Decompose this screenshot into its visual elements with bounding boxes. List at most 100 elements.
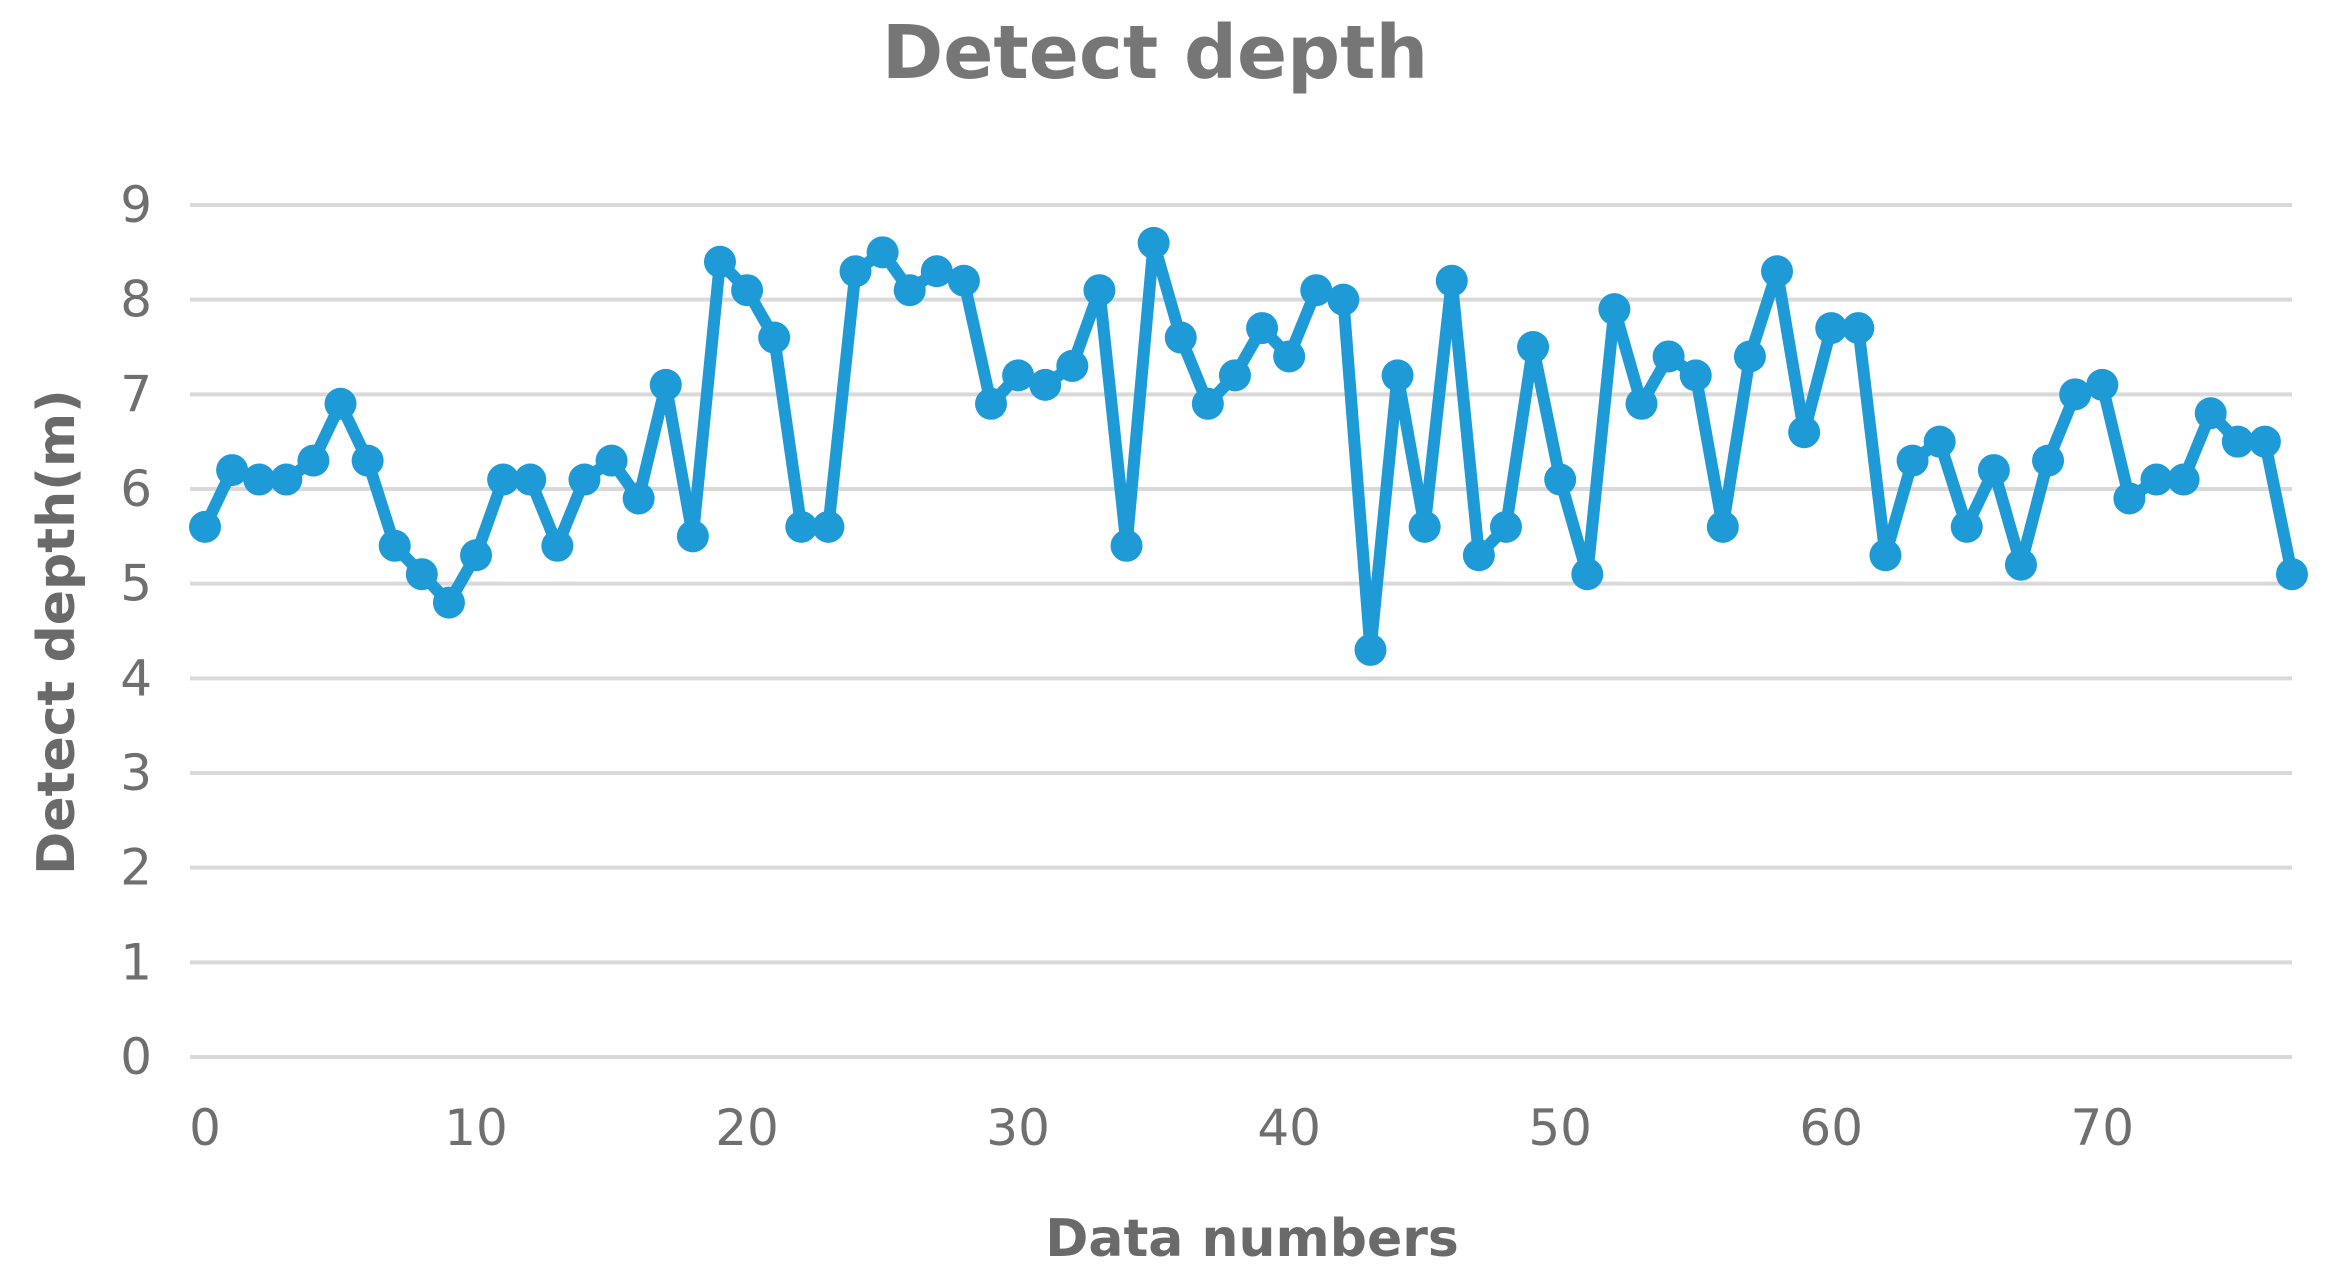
x-axis-ticks: 0 10 20 30 40 50 60 70 [189, 1099, 2134, 1157]
x-axis-title: Data numbers [1045, 1209, 1459, 1269]
data-point [975, 387, 1008, 420]
y-tick-label: 0 [120, 1028, 152, 1086]
y-tick-label: 4 [120, 649, 152, 707]
data-point [1733, 340, 1766, 373]
data-point [920, 255, 953, 288]
data-point [785, 510, 818, 543]
data-point [1950, 510, 1983, 543]
data-point [1083, 274, 1116, 307]
data-point [1761, 255, 1794, 288]
y-tick-label: 8 [120, 271, 152, 329]
data-point [514, 463, 547, 496]
y-tick-label: 3 [120, 744, 152, 802]
data-point [649, 368, 682, 401]
data-point [595, 444, 628, 477]
series-line [199, 236, 2298, 656]
y-axis-title: Detect depth(m) [27, 389, 87, 875]
data-point [2140, 463, 2173, 496]
data-point [270, 463, 303, 496]
data-point [1137, 226, 1170, 259]
data-point [1435, 264, 1468, 297]
data-point [1706, 510, 1739, 543]
data-point [1598, 293, 1631, 326]
data-point [2167, 463, 2200, 496]
data-series [189, 226, 2308, 666]
data-point [1164, 321, 1197, 354]
data-point [2276, 558, 2308, 591]
data-point [947, 264, 980, 297]
data-point [351, 444, 384, 477]
data-point [2059, 378, 2092, 411]
x-tick-label: 20 [715, 1099, 779, 1157]
data-point [1462, 539, 1495, 572]
data-point [1218, 359, 1251, 392]
data-point [1246, 312, 1279, 345]
data-point [487, 463, 520, 496]
data-point [1625, 387, 1658, 420]
data-point [297, 444, 330, 477]
data-point [866, 236, 899, 269]
data-point [2086, 368, 2119, 401]
data-point [622, 482, 655, 515]
data-point [1842, 312, 1875, 345]
chart-title: Detect depth [882, 10, 1428, 96]
data-point [703, 245, 736, 278]
data-point [1815, 312, 1848, 345]
y-tick-label: 2 [120, 839, 152, 897]
data-point [1652, 340, 1685, 373]
x-tick-label: 10 [444, 1099, 508, 1157]
data-point [1977, 454, 2010, 487]
data-point [2004, 548, 2037, 581]
y-tick-label: 1 [120, 933, 152, 991]
gridlines [190, 203, 2292, 1059]
data-point [216, 454, 249, 487]
data-point [243, 463, 276, 496]
data-point [1679, 359, 1712, 392]
data-point [1923, 425, 1956, 458]
data-point [1002, 359, 1035, 392]
data-point [1381, 359, 1414, 392]
data-point [839, 255, 872, 288]
data-point [189, 510, 221, 543]
data-point [1517, 331, 1550, 363]
data-point [2032, 444, 2065, 477]
data-point [758, 321, 791, 354]
data-point [1869, 539, 1902, 572]
data-point [731, 274, 764, 307]
data-point [676, 520, 709, 553]
data-point [1029, 368, 1062, 401]
data-point [1300, 274, 1333, 307]
data-point [2113, 482, 2146, 515]
data-point [2221, 425, 2254, 458]
data-point [1788, 416, 1821, 449]
x-tick-label: 70 [2070, 1099, 2134, 1157]
y-tick-label: 9 [120, 176, 152, 234]
x-tick-label: 50 [1528, 1099, 1592, 1157]
y-tick-label: 7 [120, 365, 152, 423]
x-tick-label: 0 [189, 1099, 221, 1157]
data-point [1896, 444, 1929, 477]
data-point [378, 529, 411, 562]
data-point [324, 387, 357, 420]
data-point [1273, 340, 1306, 373]
data-point [1110, 529, 1143, 562]
data-point [460, 539, 493, 572]
y-axis-ticks: 0 1 2 3 4 5 6 7 8 9 [120, 176, 152, 1086]
x-tick-label: 40 [1257, 1099, 1321, 1157]
data-point [812, 510, 845, 543]
data-point [1544, 463, 1577, 496]
data-point [1489, 510, 1522, 543]
data-point [2194, 397, 2227, 430]
x-tick-label: 60 [1799, 1099, 1863, 1157]
data-point [1354, 633, 1387, 666]
data-point [432, 586, 465, 619]
data-point [405, 558, 438, 591]
data-point [541, 529, 574, 562]
data-point [1571, 558, 1604, 591]
y-tick-label: 5 [120, 555, 152, 613]
data-point [893, 274, 926, 307]
data-point [2248, 425, 2281, 458]
y-tick-label: 6 [120, 460, 152, 518]
data-point [1327, 283, 1360, 316]
